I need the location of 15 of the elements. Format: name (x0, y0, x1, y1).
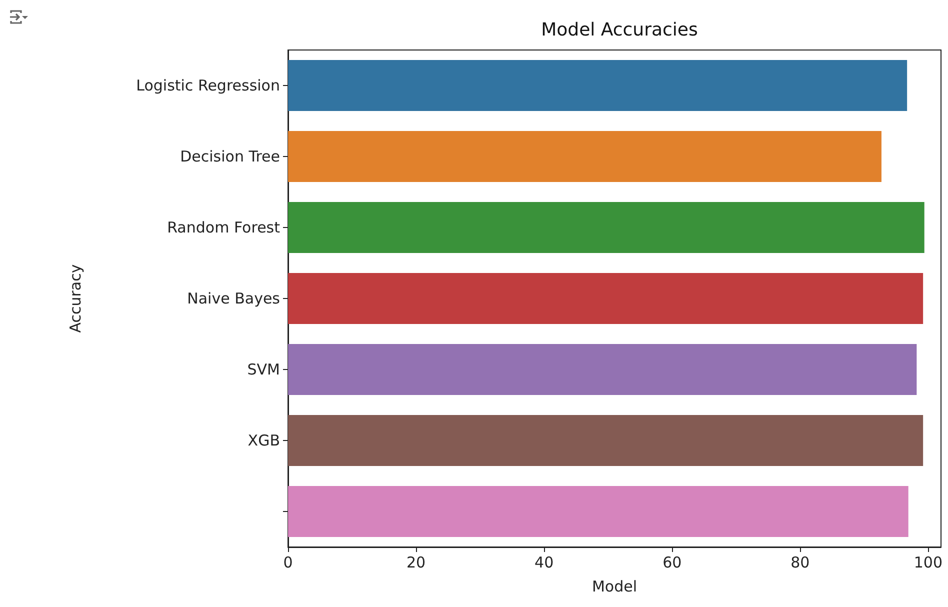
y-tick-label: Logistic Regression (136, 76, 280, 94)
x-tick-label: 80 (790, 554, 810, 572)
x-tick-label: 20 (406, 554, 426, 572)
x-tick-label: 40 (534, 554, 554, 572)
y-tick-label: SVM (247, 360, 280, 378)
y-tick-label: XGB (248, 432, 280, 450)
y-tick-label: Random Forest (167, 218, 280, 236)
x-axis-title: Model (592, 578, 638, 596)
y-axis-title: Accuracy (66, 264, 84, 333)
y-tick-label: Decision Tree (180, 148, 280, 166)
chart-title: Model Accuracies (541, 20, 698, 40)
x-tick-label: 60 (662, 554, 682, 572)
y-tick-label: Naive Bayes (187, 290, 280, 308)
x-tick-label: 100 (914, 554, 943, 572)
x-tick-label: 0 (283, 554, 293, 572)
